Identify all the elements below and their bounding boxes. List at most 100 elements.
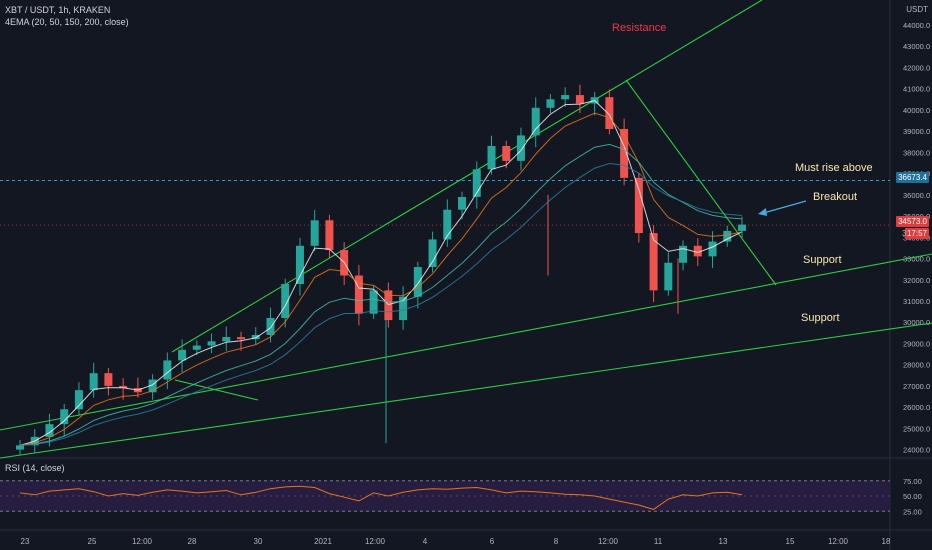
- candle-body: [207, 341, 216, 346]
- ema-line: [19, 100, 743, 446]
- time-tick-label: 6: [490, 537, 495, 546]
- candle-body: [74, 390, 83, 410]
- candle-body: [295, 245, 304, 285]
- price-tick-label: 24000.0: [903, 446, 930, 455]
- candle-body: [89, 373, 98, 391]
- breakout-annotation: Breakout: [813, 191, 858, 203]
- price-tick-label: 29000.0: [903, 339, 930, 348]
- candle-body: [575, 95, 584, 104]
- candle-body: [222, 337, 231, 342]
- candle-body: [620, 129, 629, 178]
- candle-body: [192, 345, 201, 350]
- price-tick-label: 43000.0: [903, 42, 930, 51]
- level-price-tag: 36673.4: [896, 172, 929, 183]
- candle-body: [443, 209, 452, 240]
- candle-body: [310, 220, 319, 246]
- time-tick-label: 30: [254, 537, 263, 546]
- ema-indicator-label[interactable]: 4EMA (20, 50, 150, 200, close): [5, 17, 129, 27]
- candle-body: [502, 146, 511, 161]
- candle-body: [679, 245, 688, 263]
- price-tick-label: 41000.0: [903, 85, 930, 94]
- candle-body: [354, 275, 363, 314]
- price-tick-label: 30000.0: [903, 318, 930, 327]
- candle-body: [546, 99, 555, 108]
- breakout-arrow-head: [758, 208, 767, 216]
- candle-body: [178, 349, 187, 361]
- candle-body: [649, 233, 658, 291]
- candle-body: [561, 95, 570, 100]
- price-tick-label: 27000.0: [903, 382, 930, 391]
- candle-body: [723, 230, 732, 242]
- time-tick-label: 25: [88, 537, 97, 546]
- candle-body: [325, 220, 334, 251]
- rsi-tick-label: 75.00: [903, 477, 922, 486]
- price-tick-label: 33000.0: [903, 255, 930, 264]
- time-tick-label: 8: [554, 537, 559, 546]
- candle-body: [634, 177, 643, 234]
- countdown-tag: 17:57: [904, 228, 929, 239]
- rsi-tick-label: 25.00: [903, 507, 922, 516]
- candle-body: [531, 107, 540, 136]
- candle-body: [45, 424, 54, 437]
- candle-body: [104, 373, 113, 386]
- time-tick-label: 12:00: [132, 537, 153, 546]
- must-rise-annotation: Must rise above: [795, 162, 873, 174]
- candle-body: [428, 239, 437, 268]
- candle-body: [369, 290, 378, 314]
- candle-body: [605, 97, 614, 130]
- support-annotation-upper: Support: [803, 254, 842, 266]
- time-tick-label: 15: [786, 537, 795, 546]
- candle-body: [237, 337, 246, 340]
- time-tick-label: 11: [654, 537, 663, 546]
- resistance-annotation: Resistance: [612, 22, 667, 34]
- candle-body: [738, 224, 746, 231]
- breakout-arrow: [759, 200, 807, 215]
- price-tick-label: 38000.0: [903, 148, 930, 157]
- candle-body: [458, 196, 467, 210]
- price-tick-label: 36000.0: [903, 191, 930, 200]
- rsi-line: [19, 485, 743, 510]
- candle-body: [163, 360, 172, 380]
- candle-body: [413, 267, 422, 297]
- rsi-tick-label: 50.00: [903, 492, 922, 501]
- price-tick-label: 25000.0: [903, 424, 930, 433]
- time-tick-label: 23: [21, 537, 30, 546]
- candle-body: [708, 241, 717, 257]
- time-tick-label: 2021: [314, 537, 332, 546]
- candle-body: [119, 385, 128, 389]
- candle-body: [60, 409, 69, 425]
- support-trendline-lower: [0, 322, 932, 459]
- candle-body: [487, 146, 496, 170]
- candle-body: [281, 284, 290, 318]
- downtrend-line: [625, 79, 777, 286]
- candle-body: [472, 169, 481, 197]
- price-tick-label: 42000.0: [903, 63, 930, 72]
- candle-body: [516, 135, 525, 161]
- resistance-trendline: [171, 0, 763, 353]
- candle-body: [664, 262, 673, 291]
- support-trendline-upper: [0, 253, 932, 431]
- current-price-tag: 34573.0: [896, 216, 929, 227]
- price-tick-label: 44000.0: [903, 21, 930, 30]
- candle-body: [251, 334, 260, 340]
- time-tick-label: 12:00: [365, 537, 386, 546]
- time-tick-label: 18: [882, 537, 891, 546]
- rsi-indicator-label[interactable]: RSI (14, close): [5, 463, 65, 473]
- candle-body: [266, 317, 275, 335]
- early-support-line: [174, 379, 259, 401]
- time-tick-label: 13: [719, 537, 728, 546]
- candle-body: [693, 245, 702, 257]
- time-tick-label: 12:00: [828, 537, 849, 546]
- symbol-title: XBT / USDT, 1h, KRAKEN: [5, 5, 111, 15]
- candle-body: [384, 290, 393, 321]
- price-tick-label: 28000.0: [903, 361, 930, 370]
- price-tick-label: 26000.0: [903, 403, 930, 412]
- time-tick-label: 12:00: [598, 537, 619, 546]
- candle-body: [148, 379, 157, 393]
- price-tick-label: 40000.0: [903, 106, 930, 115]
- currency-label: USDT: [906, 5, 928, 14]
- ema-line: [19, 143, 743, 446]
- price-tick-label: 31000.0: [903, 297, 930, 306]
